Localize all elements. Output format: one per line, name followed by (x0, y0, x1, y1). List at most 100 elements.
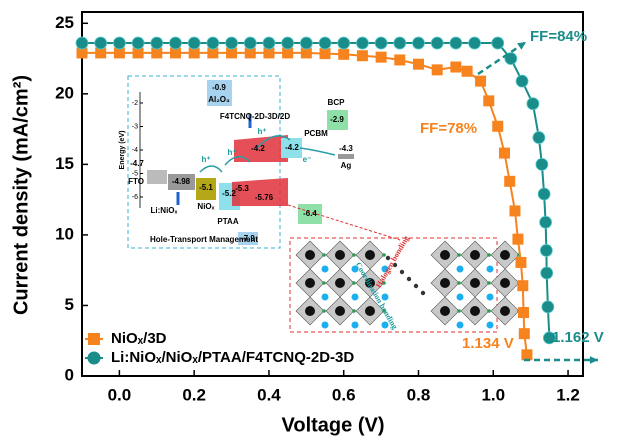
marker (320, 48, 331, 59)
atom (305, 250, 315, 260)
atom (400, 270, 404, 274)
atom (382, 253, 386, 257)
marker (151, 37, 163, 49)
marker (492, 37, 504, 49)
atom (335, 250, 345, 260)
inset-label: h⁺ (201, 155, 210, 164)
marker (541, 267, 553, 279)
inset-label: -4.2 (285, 143, 299, 152)
atom (487, 294, 494, 301)
x-tick-label: 0.0 (108, 385, 132, 404)
marker (207, 37, 219, 49)
atom (440, 250, 450, 260)
level-box (338, 154, 354, 159)
marker (533, 132, 545, 144)
annotation: Coordination bonding (354, 261, 400, 331)
atom (457, 309, 461, 313)
marker (521, 349, 532, 360)
inset-label: -4.3 (339, 144, 353, 153)
atom (322, 253, 326, 257)
annotation: Halogen bonding (374, 234, 411, 289)
y-tick-label: 10 (55, 224, 74, 243)
marker (226, 37, 238, 49)
inset-tick-label: -6 (132, 194, 138, 201)
atom (500, 306, 510, 316)
marker (469, 37, 481, 49)
inset-caption: Hole-Transport Management (150, 235, 258, 244)
marker (542, 301, 554, 313)
marker (431, 37, 443, 49)
inset-label: e⁻ (303, 155, 312, 164)
inset-tick-label: -4 (132, 147, 138, 154)
marker (499, 148, 510, 159)
marker (394, 37, 406, 49)
atom (487, 266, 494, 273)
inset-label: Al₂O₃ (208, 95, 230, 104)
inset-tick-label: -2 (132, 100, 138, 107)
inset-label: -2.9 (330, 115, 344, 124)
marker (300, 37, 312, 49)
atom (500, 278, 510, 288)
marker (512, 234, 523, 245)
marker (375, 37, 387, 49)
atom (335, 278, 345, 288)
level-box (147, 170, 167, 184)
x-tick-label: 0.2 (182, 385, 206, 404)
marker (450, 37, 462, 49)
inset-label: -5.1 (199, 183, 213, 192)
y-axis-title: Current density (mA/cm²) (10, 75, 32, 315)
marker (113, 37, 125, 49)
atom (365, 306, 375, 316)
marker (376, 52, 387, 63)
chart: Voltage (V) Current density (mA/cm²) Hal… (0, 0, 626, 440)
arrow-head (590, 356, 598, 364)
legend-marker (88, 333, 100, 345)
marker (432, 64, 443, 75)
atom (457, 294, 464, 301)
atom (352, 281, 356, 285)
marker (412, 37, 424, 49)
marker (509, 205, 520, 216)
marker (483, 95, 494, 106)
inset-label: -5.3 (235, 184, 249, 193)
inset-label: Li:NiOₓ (151, 206, 178, 215)
inset-label: BCP (328, 98, 346, 107)
marker (263, 37, 275, 49)
atom (470, 250, 480, 260)
atom (335, 306, 345, 316)
atom (487, 281, 491, 285)
annotation: FF=84% (530, 28, 587, 45)
marker (540, 216, 552, 228)
atom (440, 278, 450, 288)
arrow-head (517, 42, 526, 50)
marker (338, 37, 350, 49)
marker (540, 244, 552, 256)
atom (305, 306, 315, 316)
atom (414, 284, 418, 288)
inset-label: F4TCNQ-2D-3D/2D (220, 112, 290, 121)
atom (305, 278, 315, 288)
inset-label: PTAA (217, 217, 238, 226)
atom (352, 294, 359, 301)
atom (457, 253, 461, 257)
atom (322, 322, 329, 329)
inset-label: h⁺ (227, 148, 236, 157)
x-tick-label: 0.4 (257, 385, 281, 404)
y-tick-label: 0 (65, 365, 74, 384)
inset-tick-label: -3 (132, 123, 138, 130)
marker (132, 37, 144, 49)
inset-label: FTO (128, 177, 144, 186)
inset-label: -0.9 (212, 83, 226, 92)
inset-label: -6.4 (303, 209, 317, 218)
inset-label: NiOₓ (197, 202, 214, 211)
inset-label: Ag (341, 161, 352, 170)
atom (487, 253, 491, 257)
atom (352, 253, 356, 257)
marker (492, 121, 503, 132)
marker (338, 49, 349, 60)
inset-label: PCBM (304, 129, 328, 138)
marker (356, 37, 368, 49)
atom (500, 250, 510, 260)
atom (440, 306, 450, 316)
marker (518, 307, 529, 318)
